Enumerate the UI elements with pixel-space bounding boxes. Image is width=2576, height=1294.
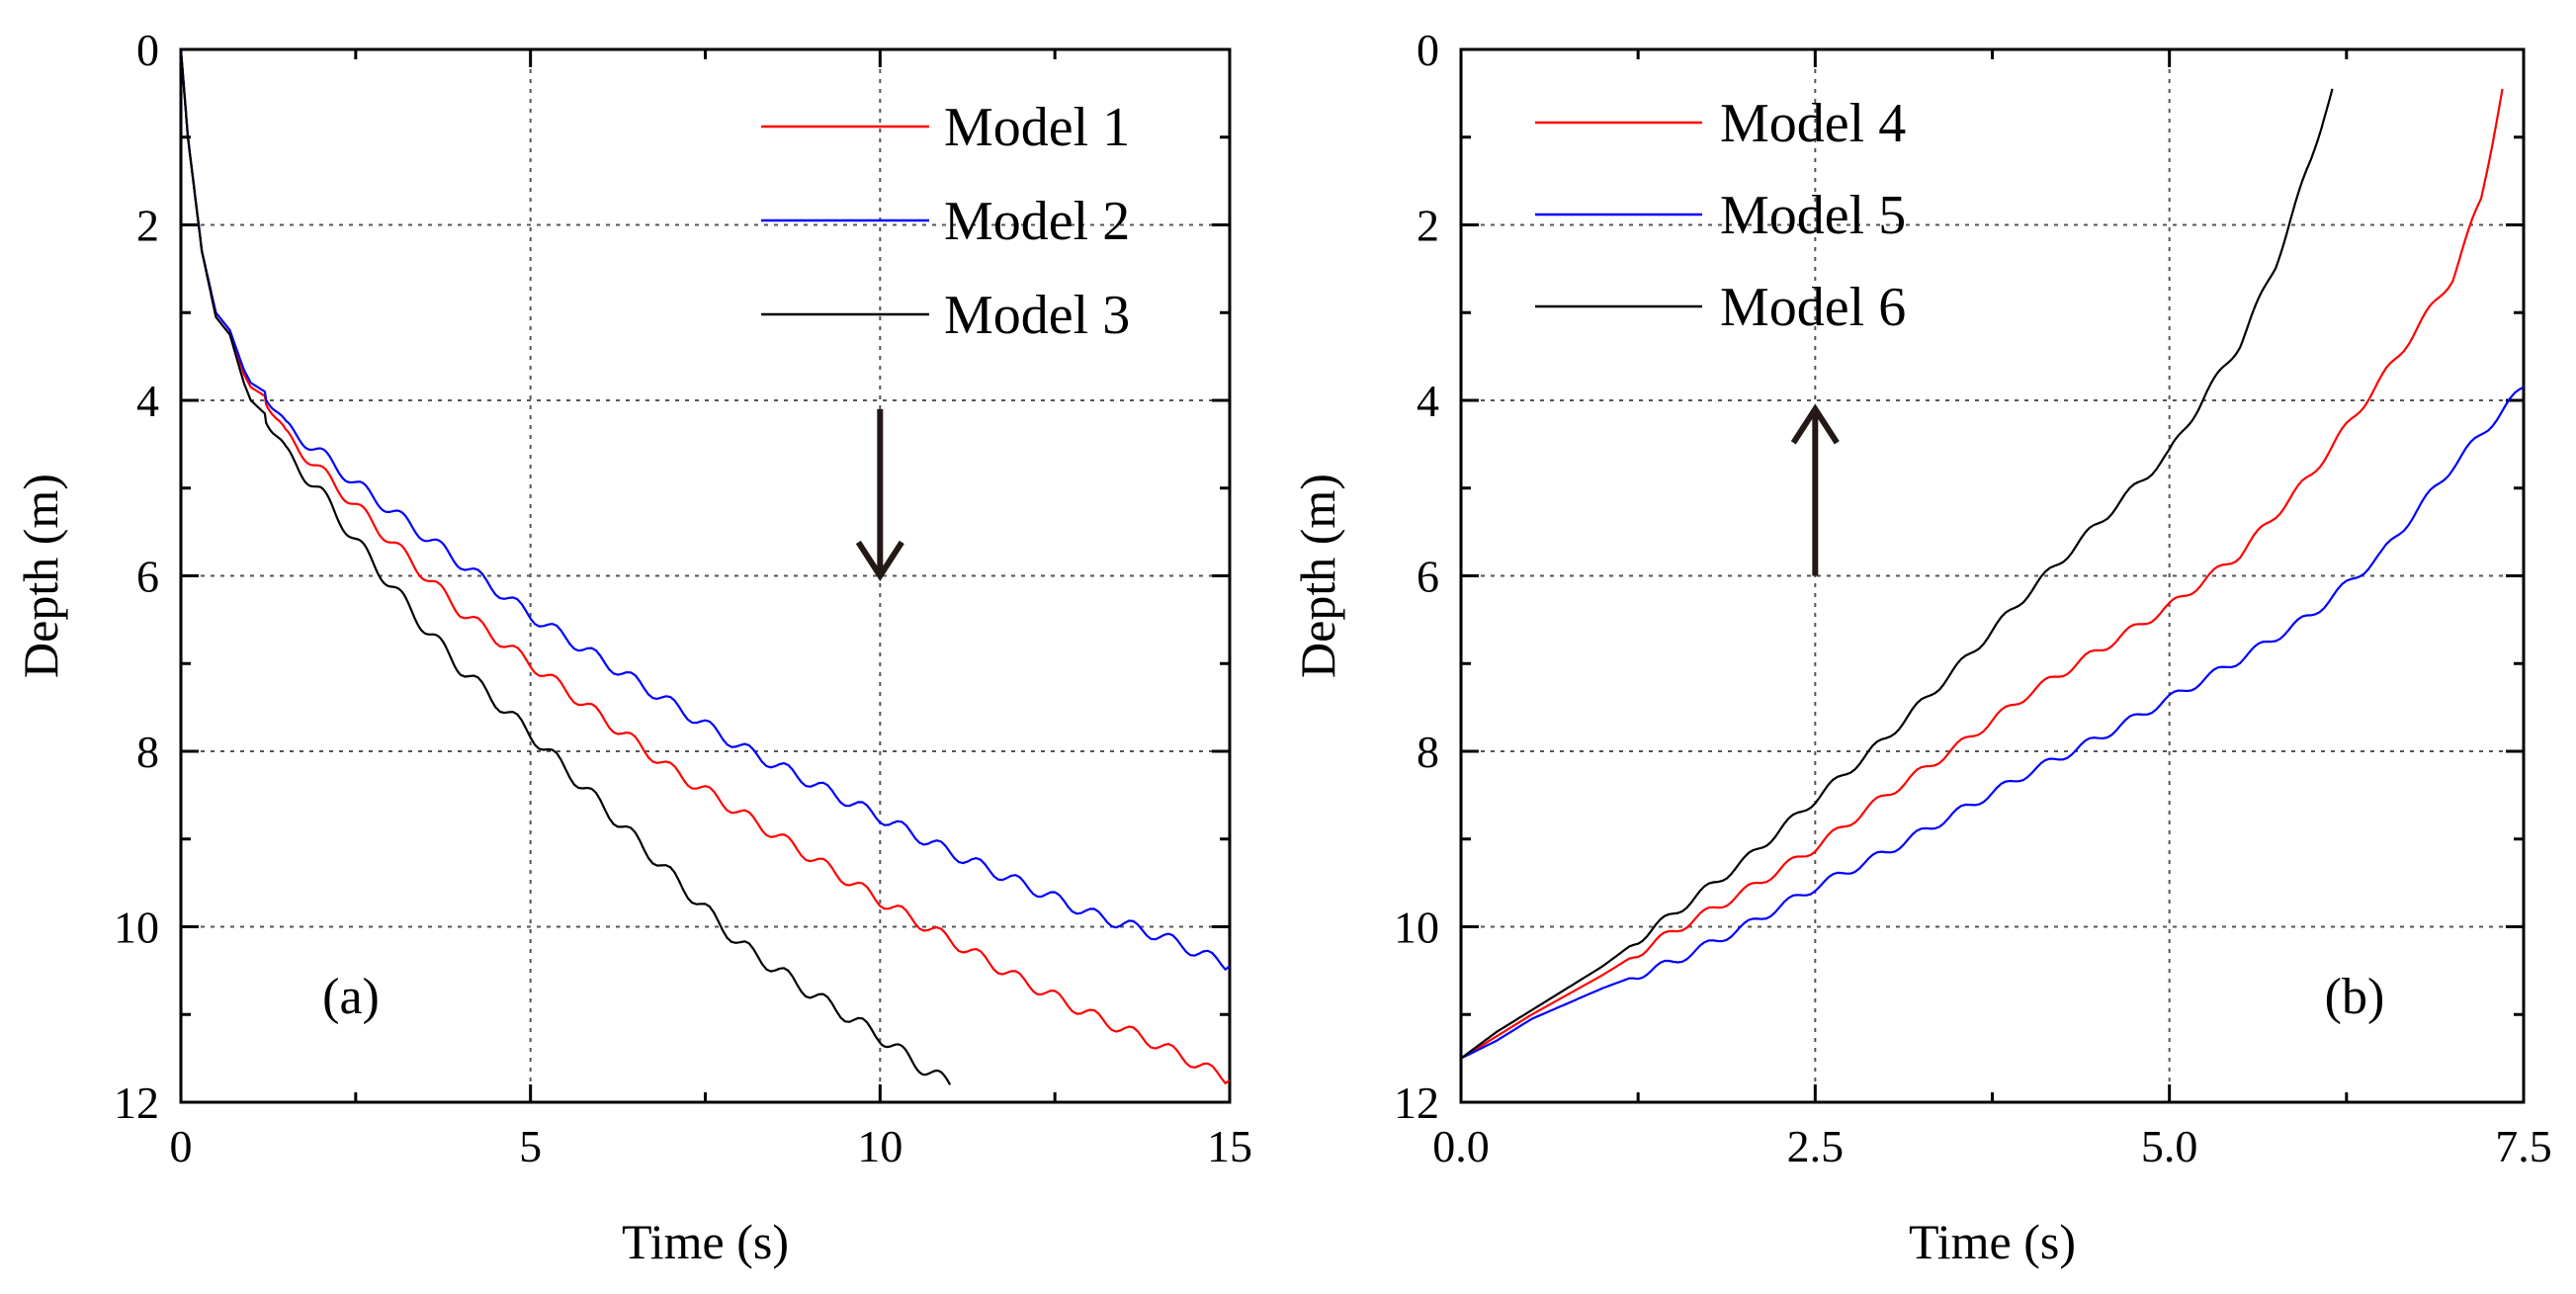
legend-label-model-3: Model 3 — [944, 285, 1130, 346]
series-line-model-4 — [1460, 88, 2504, 1060]
y-tick-label: 4 — [1417, 376, 1439, 426]
y-tick-label: 2 — [1417, 201, 1439, 251]
panel-tag: (b) — [2325, 969, 2385, 1025]
y-axis-label: Depth (m) — [1290, 474, 1345, 678]
y-tick-label: 2 — [136, 201, 159, 251]
legend-label-model-5: Model 5 — [1720, 185, 1906, 246]
x-tick-label: 0 — [170, 1121, 193, 1171]
y-tick-label: 10 — [114, 903, 159, 953]
series-line-model-6 — [1460, 88, 2334, 1060]
legend-label-model-6: Model 6 — [1720, 277, 1906, 338]
chart-panel-a: 0 5 10 15 0 2 4 6 8 10 12 Time (s) Depth (m) Model 1 M… — [13, 25, 1252, 1269]
arrow-head-icon — [1790, 403, 1840, 445]
legend-label-model-4: Model 4 — [1720, 93, 1906, 154]
x-tick-label: 15 — [1207, 1121, 1252, 1171]
y-tick-label: 6 — [136, 552, 159, 602]
x-tick-label: 10 — [857, 1121, 902, 1171]
series-line-model-2 — [179, 48, 1231, 971]
x-axis-label: Time (s) — [622, 1214, 789, 1269]
series-line-model-3 — [179, 48, 952, 1085]
x-axis-label: Time (s) — [1909, 1214, 2076, 1269]
y-tick-label: 0 — [136, 25, 159, 75]
y-tick-label: 10 — [1394, 903, 1439, 953]
y-tick-label: 0 — [1417, 25, 1439, 75]
x-tick-label: 5.0 — [2141, 1121, 2198, 1171]
panel-tag: (a) — [322, 969, 380, 1025]
y-axis-label: Depth (m) — [13, 474, 68, 678]
y-tick-label: 12 — [114, 1078, 159, 1128]
arrow-head-icon — [855, 540, 904, 582]
y-tick-label: 8 — [136, 727, 159, 777]
y-tick-label: 8 — [1417, 727, 1439, 777]
x-tick-label: 0.0 — [1432, 1121, 1490, 1171]
x-tick-label: 2.5 — [1787, 1121, 1845, 1171]
legend-label-model-1: Model 1 — [944, 97, 1130, 158]
x-tick-label: 7.5 — [2495, 1121, 2552, 1171]
chart-panel-b: 0.0 2.5 5.0 7.5 0 2 4 6 8 10 12 Time (s) Depth (m) Mo… — [1290, 25, 2552, 1269]
y-tick-label: 12 — [1394, 1078, 1439, 1128]
series-line-model-5 — [1460, 386, 2525, 1060]
x-tick-label: 5 — [519, 1121, 542, 1171]
legend-label-model-2: Model 2 — [944, 191, 1130, 252]
y-tick-label: 6 — [1417, 552, 1439, 602]
y-tick-label: 4 — [136, 376, 159, 426]
